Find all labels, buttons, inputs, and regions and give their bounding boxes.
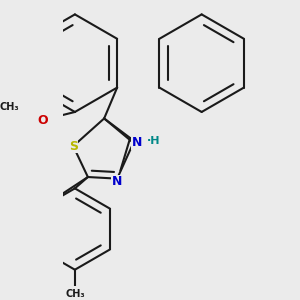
Text: CH₃: CH₃ <box>0 102 20 112</box>
Text: CH₃: CH₃ <box>65 289 85 299</box>
Text: O: O <box>37 114 48 127</box>
Text: N: N <box>131 136 142 149</box>
Text: methoxy: methoxy <box>0 104 16 110</box>
Text: N: N <box>112 176 122 188</box>
Text: S: S <box>69 140 78 153</box>
Text: ·H: ·H <box>146 136 160 146</box>
